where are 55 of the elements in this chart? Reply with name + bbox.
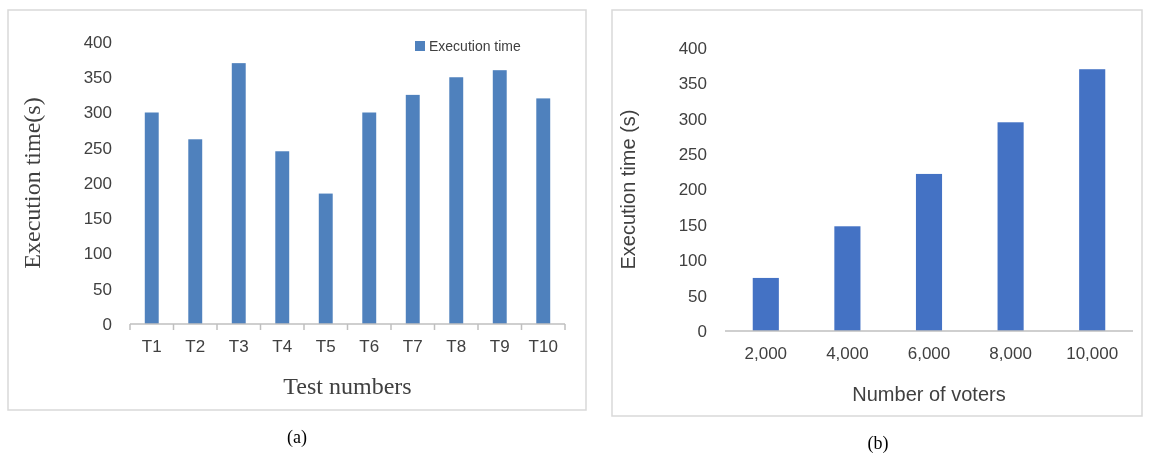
- x-tick-label: T5: [315, 337, 336, 356]
- x-tick-label: T7: [402, 337, 423, 356]
- y-tick-label: 350: [678, 74, 707, 94]
- bar: [231, 63, 246, 324]
- y-axis-title: Execution time (s): [617, 109, 639, 270]
- x-tick-label: 6,000: [907, 344, 951, 363]
- y-tick-label: 300: [678, 109, 707, 129]
- bar: [997, 122, 1024, 331]
- y-tick-label: 0: [102, 314, 112, 334]
- bar: [449, 77, 464, 324]
- x-tick-label: T4: [272, 337, 293, 356]
- x-tick-label: 2,000: [744, 344, 788, 363]
- bar: [188, 139, 203, 324]
- bar: [752, 277, 779, 331]
- bar: [915, 173, 943, 331]
- x-tick-label: T1: [141, 337, 162, 356]
- bar: [1079, 69, 1106, 331]
- x-tick-label: 8,000: [989, 344, 1032, 363]
- text: (b): [867, 433, 889, 454]
- y-tick-label: 400: [678, 38, 707, 58]
- bar: [536, 98, 551, 324]
- y-tick-label: 200: [678, 180, 707, 200]
- x-axis-title: Test numbers: [283, 373, 412, 399]
- y-tick-label: 150: [83, 209, 112, 229]
- bar: [144, 112, 159, 324]
- x-tick-label: 4,000: [826, 344, 869, 363]
- bar: [318, 193, 333, 324]
- x-tick-label: T3: [228, 337, 249, 356]
- bar: [362, 112, 377, 324]
- x-axis-title: Number of voters: [852, 383, 1006, 405]
- x-tick-label: T6: [359, 337, 380, 356]
- y-tick-label: 100: [678, 251, 707, 271]
- y-tick-label: 100: [83, 244, 112, 264]
- x-tick-label: T2: [185, 337, 206, 356]
- bar: [834, 226, 861, 331]
- x-tick-label: T10: [528, 337, 558, 356]
- bar: [492, 70, 507, 324]
- y-tick-label: 350: [83, 68, 112, 88]
- y-tick-label: 300: [83, 103, 112, 123]
- x-tick-label: T9: [489, 337, 510, 356]
- y-tick-label: 50: [93, 279, 112, 299]
- y-tick-label: 50: [688, 286, 707, 306]
- y-tick-label: 250: [83, 138, 112, 158]
- x-tick-label: T8: [446, 337, 467, 356]
- y-tick-label: 250: [678, 145, 707, 165]
- y-tick-label: 0: [697, 321, 707, 341]
- y-tick-label: 200: [83, 173, 112, 193]
- y-tick-label: 150: [678, 215, 707, 235]
- legend-label: Execution time: [429, 37, 522, 54]
- text: (a): [287, 427, 307, 448]
- x-tick-label: 10,000: [1066, 344, 1119, 363]
- y-axis-title: Execution time(s): [19, 97, 45, 269]
- bar: [405, 94, 420, 324]
- y-tick-label: 400: [83, 32, 112, 52]
- bar: [275, 151, 290, 324]
